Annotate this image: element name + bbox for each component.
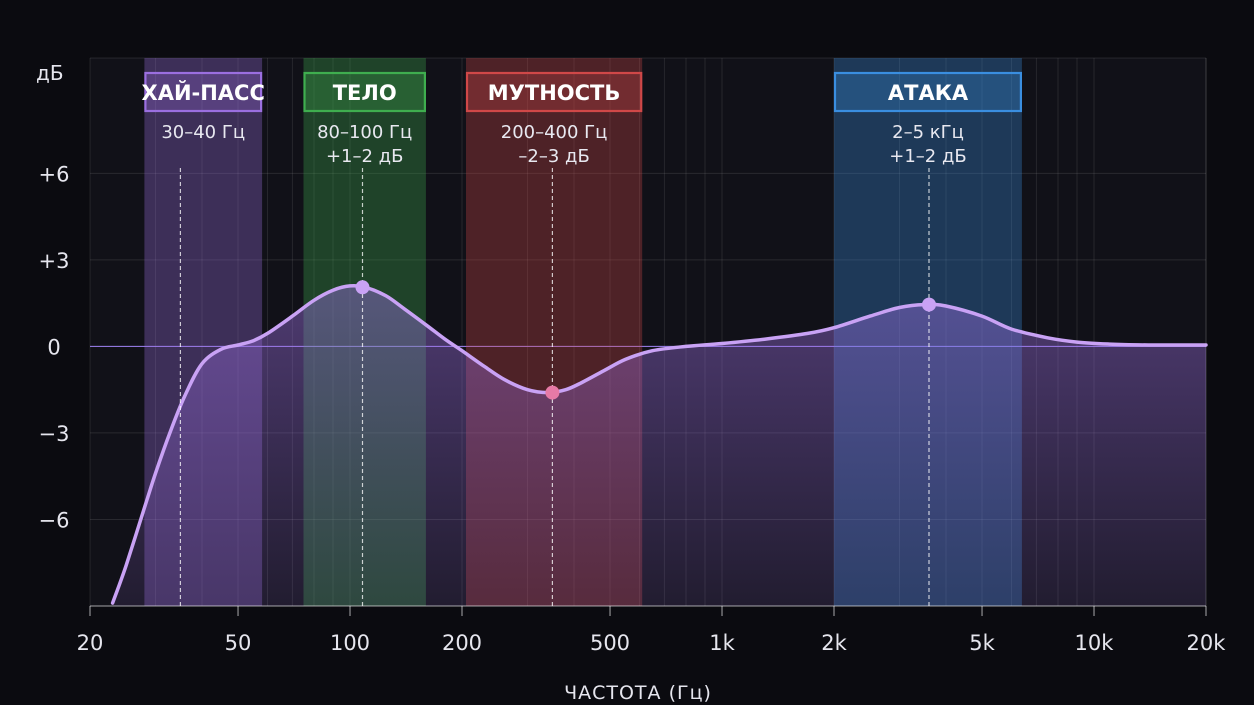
x-tick-label: 500 xyxy=(590,631,630,655)
band-label-box xyxy=(465,71,643,113)
y-tick-label: 0 xyxy=(47,335,60,359)
band-annotation: 80–100 Гц xyxy=(317,122,412,143)
band-label-box xyxy=(833,71,1022,113)
axes: 20 50 100 200 500 1k 2k 5k 10k 20k +6 +3 0 −3 −6 xyxy=(39,58,1227,655)
y-tick-label: +3 xyxy=(39,249,70,273)
x-tick-label: 5k xyxy=(969,631,995,655)
x-tick-label: 100 xyxy=(330,631,370,655)
eq-curve xyxy=(110,168,1208,606)
x-tick-label: 200 xyxy=(442,631,482,655)
band-annotation: 2–5 кГц xyxy=(892,122,964,143)
x-tick-label: 10k xyxy=(1075,631,1115,655)
band-label-box xyxy=(144,71,263,113)
x-tick-label: 1k xyxy=(709,631,735,655)
band-title: АТАКА xyxy=(888,81,969,105)
band-annotation: 200–400 Гц xyxy=(501,122,608,143)
curve-marker xyxy=(922,297,936,312)
band-label-box xyxy=(303,71,427,113)
x-tick-label: 20k xyxy=(1187,631,1227,655)
curve-fill xyxy=(112,285,1207,606)
y-tick-label: +6 xyxy=(39,162,70,186)
y-tick-label: −6 xyxy=(39,509,70,533)
band-annotation: –2–3 дБ xyxy=(518,146,589,167)
x-axis-label: ЧАСТОТА (Гц) xyxy=(564,682,712,704)
curve-marker xyxy=(355,280,370,295)
band-annotation: 30–40 Гц xyxy=(161,122,245,143)
band-title: ТЕЛО xyxy=(333,81,397,105)
curve-marker xyxy=(545,385,560,400)
band-annotation: +1–2 дБ xyxy=(889,146,967,167)
x-tick-label: 20 xyxy=(77,631,104,655)
band-labels: ХАЙ-ПАСС 30–40 Гц ТЕЛО 80–100 Гц +1–2 дБ МУТН… xyxy=(142,71,1022,167)
x-tick-label: 50 xyxy=(225,631,252,655)
x-tick-label: 2k xyxy=(821,631,847,655)
band-title: МУТНОСТЬ xyxy=(488,81,621,105)
y-tick-label: −3 xyxy=(39,422,70,446)
band-title: ХАЙ-ПАСС xyxy=(142,80,265,105)
band-annotation: +1–2 дБ xyxy=(326,146,404,167)
y-axis-label: дБ xyxy=(36,61,64,85)
